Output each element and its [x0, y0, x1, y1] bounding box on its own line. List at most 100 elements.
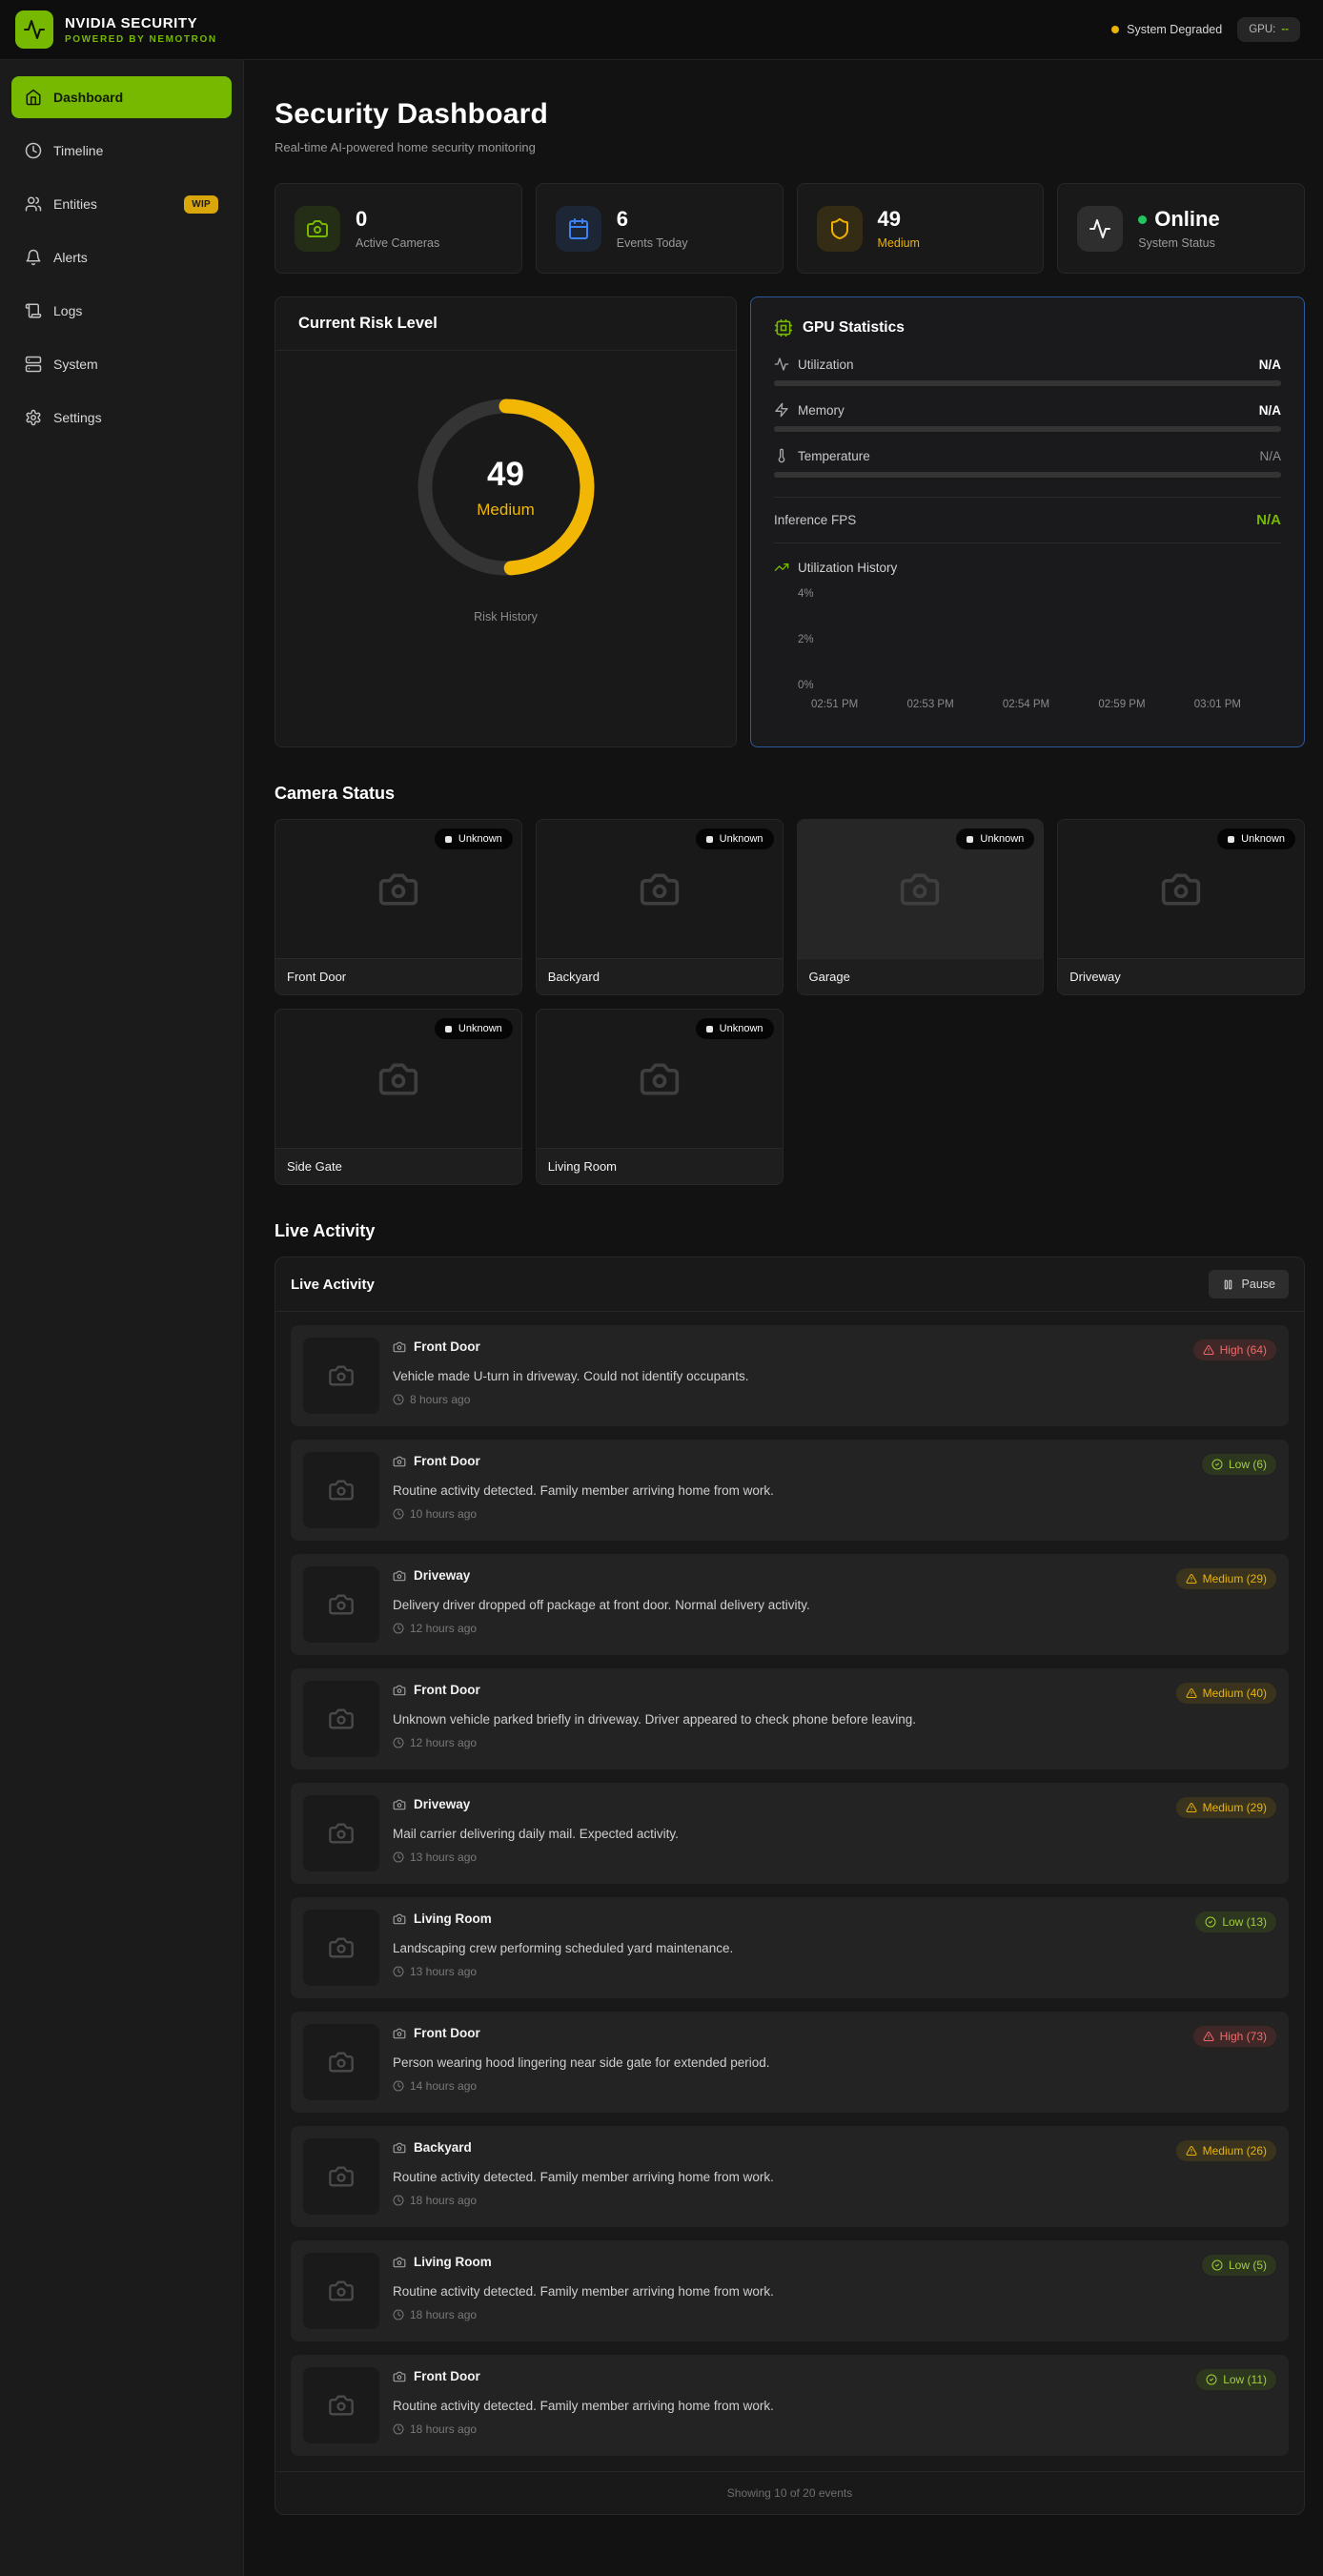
camera-name: Backyard: [536, 958, 783, 994]
event-row[interactable]: Driveway Medium (29) Mail carrier delive…: [291, 1783, 1289, 1884]
event-timestamp: 8 hours ago: [410, 1393, 471, 1406]
camera-status-badge: Unknown: [434, 1018, 513, 1039]
sidebar-item-label: System: [53, 357, 98, 372]
sidebar-item[interactable]: Entities WIP: [11, 183, 232, 225]
camera-icon: [393, 1912, 406, 1926]
inference-fps-label: Inference FPS: [774, 513, 857, 527]
event-camera-name: Driveway: [414, 1568, 471, 1583]
clock-icon: [393, 1737, 404, 1748]
stat-label: Events Today: [616, 236, 688, 250]
axis-tick-label: 02:53 PM: [906, 699, 954, 710]
stat-card-icon: [816, 205, 863, 252]
event-thumbnail: [303, 1795, 379, 1871]
gpu-metric-value: N/A: [1258, 402, 1281, 418]
event-row[interactable]: Front Door Low (6) Routine activity dete…: [291, 1440, 1289, 1541]
check-circle-icon: [1211, 1459, 1223, 1470]
risk-gauge: 49 Medium: [417, 399, 595, 576]
warning-icon: [1186, 1573, 1197, 1584]
stat-label: Active Cameras: [356, 236, 440, 250]
axis-tick-label: 03:01 PM: [1193, 699, 1241, 710]
event-timestamp: 14 hours ago: [410, 2079, 478, 2093]
gpu-metric-bar: [774, 472, 1281, 478]
sidebar-item[interactable]: Logs: [11, 290, 232, 332]
event-camera-name: Driveway: [414, 1797, 471, 1811]
camera-status-label: Unknown: [1241, 833, 1285, 845]
stat-value: Online: [1154, 207, 1220, 231]
check-circle-icon: [1205, 1916, 1216, 1928]
clock-icon: [393, 1966, 404, 1977]
brand-subtitle: POWERED BY NEMOTRON: [65, 33, 217, 45]
risk-badge: Medium (26): [1175, 2140, 1276, 2161]
event-camera-name: Living Room: [414, 2255, 492, 2269]
event-camera-name: Front Door: [414, 2369, 480, 2383]
camera-card[interactable]: Unknown Living Room: [535, 1009, 784, 1185]
event-row[interactable]: Front Door High (73) Person wearing hood…: [291, 2012, 1289, 2113]
camera-icon: [328, 2049, 355, 2075]
risk-panel-title: Current Risk Level: [275, 297, 736, 351]
event-row[interactable]: Front Door Medium (40) Unknown vehicle p…: [291, 1668, 1289, 1769]
stat-card: Online System Status: [1057, 183, 1305, 274]
chip-icon: [774, 318, 793, 337]
camera-icon: [393, 1569, 406, 1583]
status-square-icon: [705, 835, 713, 843]
event-timestamp: 18 hours ago: [410, 2423, 478, 2436]
camera-icon: [328, 1934, 355, 1961]
event-row[interactable]: Backyard Medium (26) Routine activity de…: [291, 2126, 1289, 2227]
event-row[interactable]: Living Room Low (5) Routine activity det…: [291, 2240, 1289, 2341]
gpu-metric-label: Temperature: [798, 448, 870, 463]
event-row[interactable]: Driveway Medium (29) Delivery driver dro…: [291, 1554, 1289, 1655]
sidebar-item-label: Alerts: [53, 250, 88, 265]
stat-value: 6: [616, 207, 628, 231]
camera-name: Living Room: [536, 1148, 783, 1184]
camera-status-label: Unknown: [458, 1023, 502, 1034]
camera-grid: Unknown Front Door Unknown Backyard Unkn…: [275, 819, 1305, 1185]
event-thumbnail: [303, 1566, 379, 1643]
page-title: Security Dashboard: [275, 98, 549, 130]
gpu-metric-bar: [774, 380, 1281, 386]
sidebar-item[interactable]: Settings: [11, 397, 232, 439]
camera-icon: [639, 1058, 681, 1100]
camera-status-badge: Unknown: [434, 828, 513, 849]
gpu-badge[interactable]: GPU: --: [1237, 17, 1300, 42]
sidebar-item[interactable]: Timeline: [11, 130, 232, 172]
event-row[interactable]: Living Room Low (13) Landscaping crew pe…: [291, 1897, 1289, 1998]
camera-status-label: Unknown: [458, 833, 502, 845]
gpu-metric-value: N/A: [1258, 357, 1281, 372]
sidebar-item-label: Dashboard: [53, 90, 124, 105]
axis-tick-label: 02:51 PM: [811, 699, 859, 710]
risk-badge-label: Medium (29): [1202, 1801, 1267, 1814]
event-thumbnail: [303, 1910, 379, 1986]
pause-button[interactable]: Pause: [1208, 1270, 1289, 1298]
live-activity-panel-title: Live Activity: [291, 1276, 375, 1293]
brand-logo: [15, 10, 53, 49]
risk-badge-label: Medium (26): [1202, 2144, 1267, 2157]
camera-icon: [393, 1684, 406, 1697]
risk-badge: High (73): [1192, 2026, 1276, 2047]
camera-status-badge: Unknown: [695, 828, 774, 849]
gpu-panel-title: GPU Statistics: [803, 319, 905, 336]
sidebar-item[interactable]: System: [11, 343, 232, 385]
camera-icon: [899, 869, 941, 910]
camera-card[interactable]: Unknown Backyard: [535, 819, 784, 995]
event-row[interactable]: Front Door Low (11) Routine activity det…: [291, 2355, 1289, 2456]
event-camera-name: Front Door: [414, 1454, 480, 1468]
warning-icon: [1203, 1344, 1214, 1356]
camera-icon: [328, 1591, 355, 1618]
sidebar-item[interactable]: Dashboard: [11, 76, 232, 118]
risk-badge-label: Low (11): [1223, 2373, 1267, 2386]
event-row[interactable]: Front Door High (64) Vehicle made U-turn…: [291, 1325, 1289, 1426]
sidebar-item[interactable]: Alerts: [11, 236, 232, 278]
live-activity-heading: Live Activity: [275, 1221, 376, 1240]
risk-panel: Current Risk Level 49 Medium Risk Histor…: [275, 296, 737, 747]
risk-badge: Low (6): [1201, 1454, 1276, 1475]
camera-card[interactable]: Unknown Garage: [796, 819, 1045, 995]
risk-badge-label: High (73): [1219, 2030, 1267, 2043]
trending-up-icon: [774, 560, 789, 575]
camera-card[interactable]: Unknown Driveway: [1057, 819, 1305, 995]
chart-x-axis: 02:51 PM 02:53 PM 02:54 PM 02:59 PM 03:0…: [811, 699, 1281, 710]
risk-badge-label: High (64): [1219, 1343, 1267, 1357]
camera-icon: [328, 2278, 355, 2304]
camera-card[interactable]: Unknown Front Door: [275, 819, 522, 995]
risk-gauge-ring: [417, 399, 594, 576]
camera-card[interactable]: Unknown Side Gate: [275, 1009, 522, 1185]
